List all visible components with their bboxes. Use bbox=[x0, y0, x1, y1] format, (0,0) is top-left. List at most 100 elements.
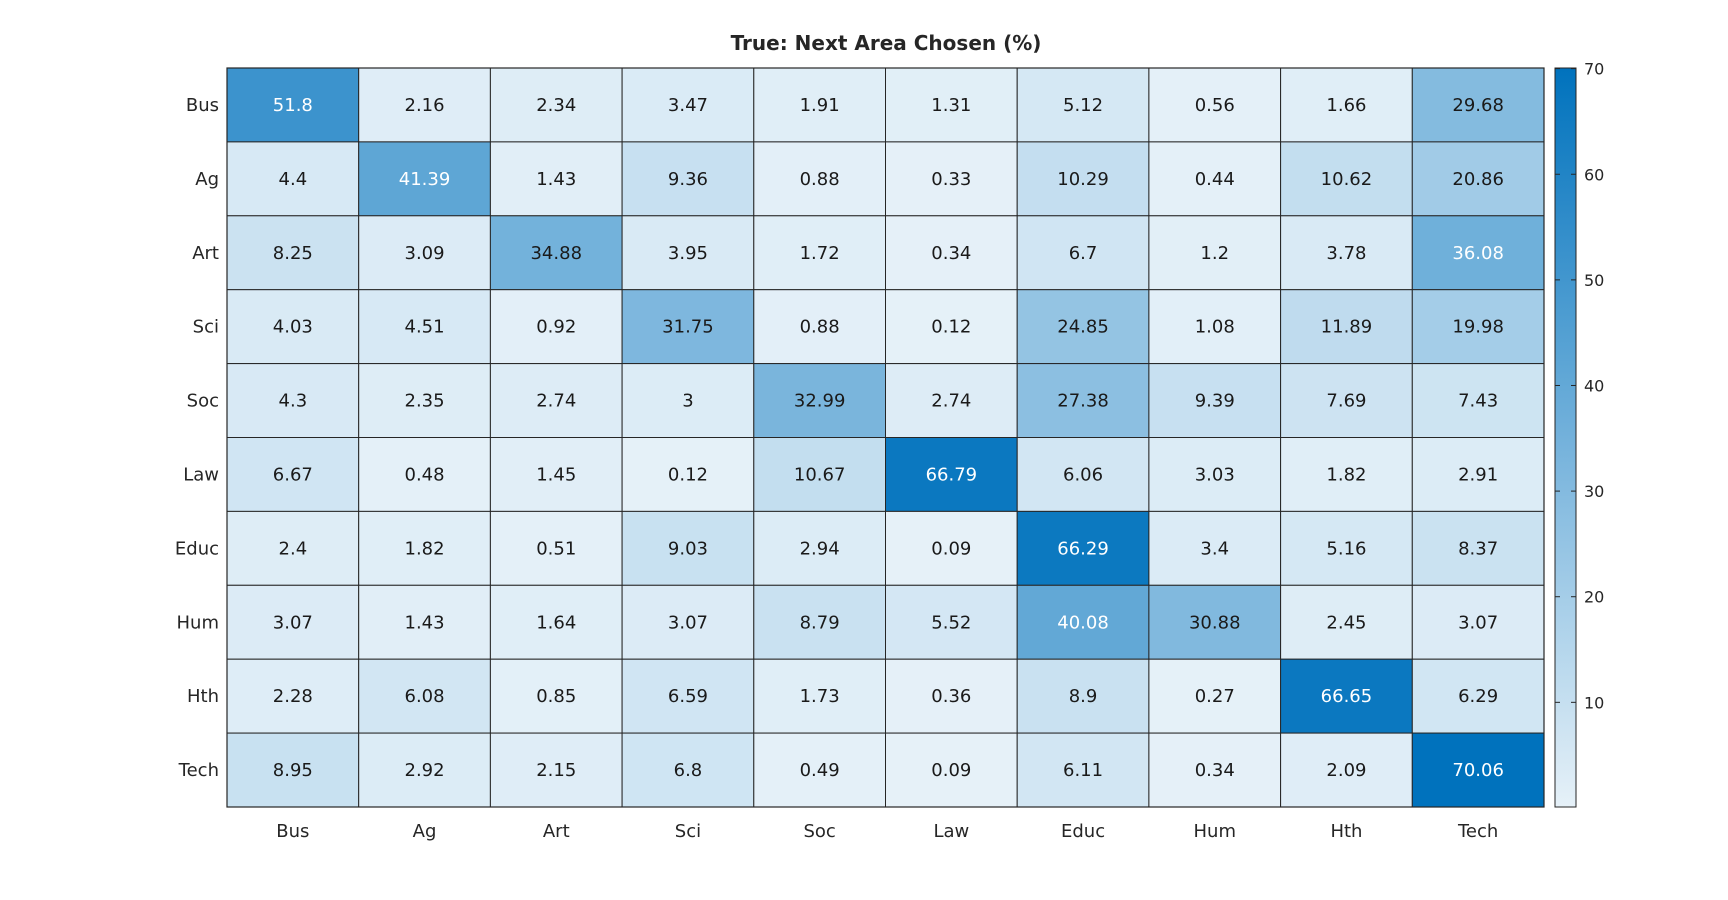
heatmap-cell bbox=[621, 658, 755, 734]
cell-value-label: 2.16 bbox=[405, 95, 445, 116]
heatmap-cell bbox=[1148, 141, 1282, 217]
cell-value-label: 6.67 bbox=[273, 464, 313, 485]
heatmap-cell bbox=[1016, 141, 1150, 217]
x-tick-label: Law bbox=[933, 821, 969, 842]
cell-value-label: 41.39 bbox=[399, 169, 451, 190]
colorbar: 10 20 30 40 50 60 70 bbox=[1554, 60, 1604, 808]
cell-value-label: 8.37 bbox=[1458, 538, 1498, 559]
colorbar-gradient bbox=[1554, 67, 1577, 808]
cell-value-label: 66.29 bbox=[1057, 538, 1109, 559]
heatmap-cell bbox=[1411, 141, 1545, 217]
cell-value-label: 66.79 bbox=[926, 464, 978, 485]
cell-value-label: 4.51 bbox=[405, 317, 445, 338]
cell-value-label: 9.03 bbox=[668, 538, 708, 559]
cell-value-label: 3.4 bbox=[1200, 538, 1229, 559]
cell-value-label: 11.89 bbox=[1321, 317, 1373, 338]
cell-value-label: 7.43 bbox=[1458, 391, 1498, 412]
cell-value-label: 24.85 bbox=[1057, 317, 1109, 338]
heatmap-cell bbox=[1016, 363, 1150, 439]
cell-value-label: 0.09 bbox=[931, 760, 971, 781]
heatmap-cell bbox=[753, 67, 886, 143]
y-axis-tick-labels: Bus Ag Art Sci Soc Law Educ Hum Hth Tech bbox=[175, 95, 219, 781]
cell-value-label: 36.08 bbox=[1452, 243, 1504, 264]
heatmap-cell bbox=[1280, 437, 1413, 512]
cell-value-label: 2.45 bbox=[1326, 612, 1366, 633]
cell-value-label: 3.09 bbox=[405, 243, 445, 264]
cell-value-label: 1.45 bbox=[536, 464, 576, 485]
heatmap-cell bbox=[1280, 141, 1413, 217]
heatmap-cell bbox=[358, 732, 491, 808]
heatmap-cell bbox=[1280, 584, 1413, 660]
heatmap-cell bbox=[885, 289, 1018, 365]
cell-value-label: 3.07 bbox=[668, 612, 708, 633]
heatmap-cell bbox=[885, 141, 1018, 217]
cell-value-label: 51.8 bbox=[273, 95, 313, 116]
heatmap-cell bbox=[226, 732, 360, 808]
y-tick-label: Hth bbox=[187, 686, 219, 707]
heatmap-cell bbox=[1016, 437, 1150, 512]
heatmap-cell bbox=[885, 584, 1018, 660]
heatmap-cell bbox=[358, 67, 491, 143]
cell-value-label: 1.08 bbox=[1195, 317, 1235, 338]
cell-value-label: 0.36 bbox=[931, 686, 971, 707]
heatmap-cell bbox=[621, 141, 755, 217]
heatmap-cell bbox=[1411, 510, 1545, 586]
heatmap-cell bbox=[1148, 732, 1282, 808]
cell-value-label: 1.31 bbox=[931, 95, 971, 116]
cell-value-label: 29.68 bbox=[1452, 95, 1504, 116]
cell-value-label: 5.12 bbox=[1063, 95, 1103, 116]
cell-value-label: 0.12 bbox=[931, 317, 971, 338]
x-tick-label: Bus bbox=[276, 821, 309, 842]
heatmap-cell bbox=[489, 141, 623, 217]
y-tick-label: Tech bbox=[178, 760, 219, 781]
heatmap-cell bbox=[885, 658, 1018, 734]
heatmap-cell bbox=[1016, 732, 1150, 808]
x-tick-label: Ag bbox=[413, 821, 437, 842]
heatmap-cell bbox=[621, 67, 755, 143]
heatmap-cell bbox=[358, 584, 491, 660]
heatmap-cell bbox=[1016, 215, 1150, 291]
cell-value-label: 6.59 bbox=[668, 686, 708, 707]
cell-value-label: 0.51 bbox=[536, 538, 576, 559]
heatmap-cell bbox=[1148, 289, 1282, 365]
y-tick-label: Ag bbox=[195, 169, 219, 190]
y-tick-label: Educ bbox=[175, 538, 219, 559]
cell-value-label: 4.4 bbox=[279, 169, 308, 190]
cell-value-label: 6.11 bbox=[1063, 760, 1103, 781]
cell-value-label: 2.74 bbox=[931, 391, 971, 412]
cell-value-label: 1.43 bbox=[536, 169, 576, 190]
cell-value-label: 34.88 bbox=[530, 243, 582, 264]
heatmap-cell bbox=[753, 437, 886, 512]
heatmap-cell bbox=[358, 141, 491, 217]
cell-value-label: 2.94 bbox=[800, 538, 840, 559]
heatmap-cell bbox=[1411, 67, 1545, 143]
heatmap-cell bbox=[753, 658, 886, 734]
cell-value-label: 5.52 bbox=[931, 612, 971, 633]
heatmap-cell bbox=[489, 658, 623, 734]
heatmap-cell bbox=[1148, 584, 1282, 660]
y-tick-label: Soc bbox=[187, 391, 219, 412]
cell-value-label: 8.25 bbox=[273, 243, 313, 264]
cell-value-label: 0.09 bbox=[931, 538, 971, 559]
y-tick-label: Law bbox=[183, 464, 219, 485]
heatmap-cell bbox=[1280, 363, 1413, 439]
cell-value-label: 3.07 bbox=[273, 612, 313, 633]
cell-value-label: 6.29 bbox=[1458, 686, 1498, 707]
cell-value-label: 2.4 bbox=[279, 538, 308, 559]
heatmap-cell bbox=[1280, 289, 1413, 365]
heatmap-cell bbox=[489, 363, 623, 439]
cell-value-label: 0.12 bbox=[668, 464, 708, 485]
colorbar-tick-label: 50 bbox=[1584, 271, 1604, 290]
cell-value-label: 6.08 bbox=[405, 686, 445, 707]
cell-value-label: 9.36 bbox=[668, 169, 708, 190]
heatmap-cell-labels: 51.8 2.16 2.34 3.47 1.91 1.31 5.12 0.56 1.66 29.6… bbox=[273, 95, 1504, 781]
cell-value-label: 0.48 bbox=[405, 464, 445, 485]
heatmap-cell bbox=[753, 215, 886, 291]
cell-value-label: 0.34 bbox=[931, 243, 971, 264]
cell-value-label: 1.82 bbox=[1326, 464, 1366, 485]
heatmap-cell bbox=[1016, 584, 1150, 660]
heatmap-cell bbox=[1411, 732, 1545, 808]
heatmap-cell bbox=[885, 732, 1018, 808]
colorbar-tick-label: 10 bbox=[1584, 693, 1604, 712]
x-tick-label: Educ bbox=[1061, 821, 1105, 842]
